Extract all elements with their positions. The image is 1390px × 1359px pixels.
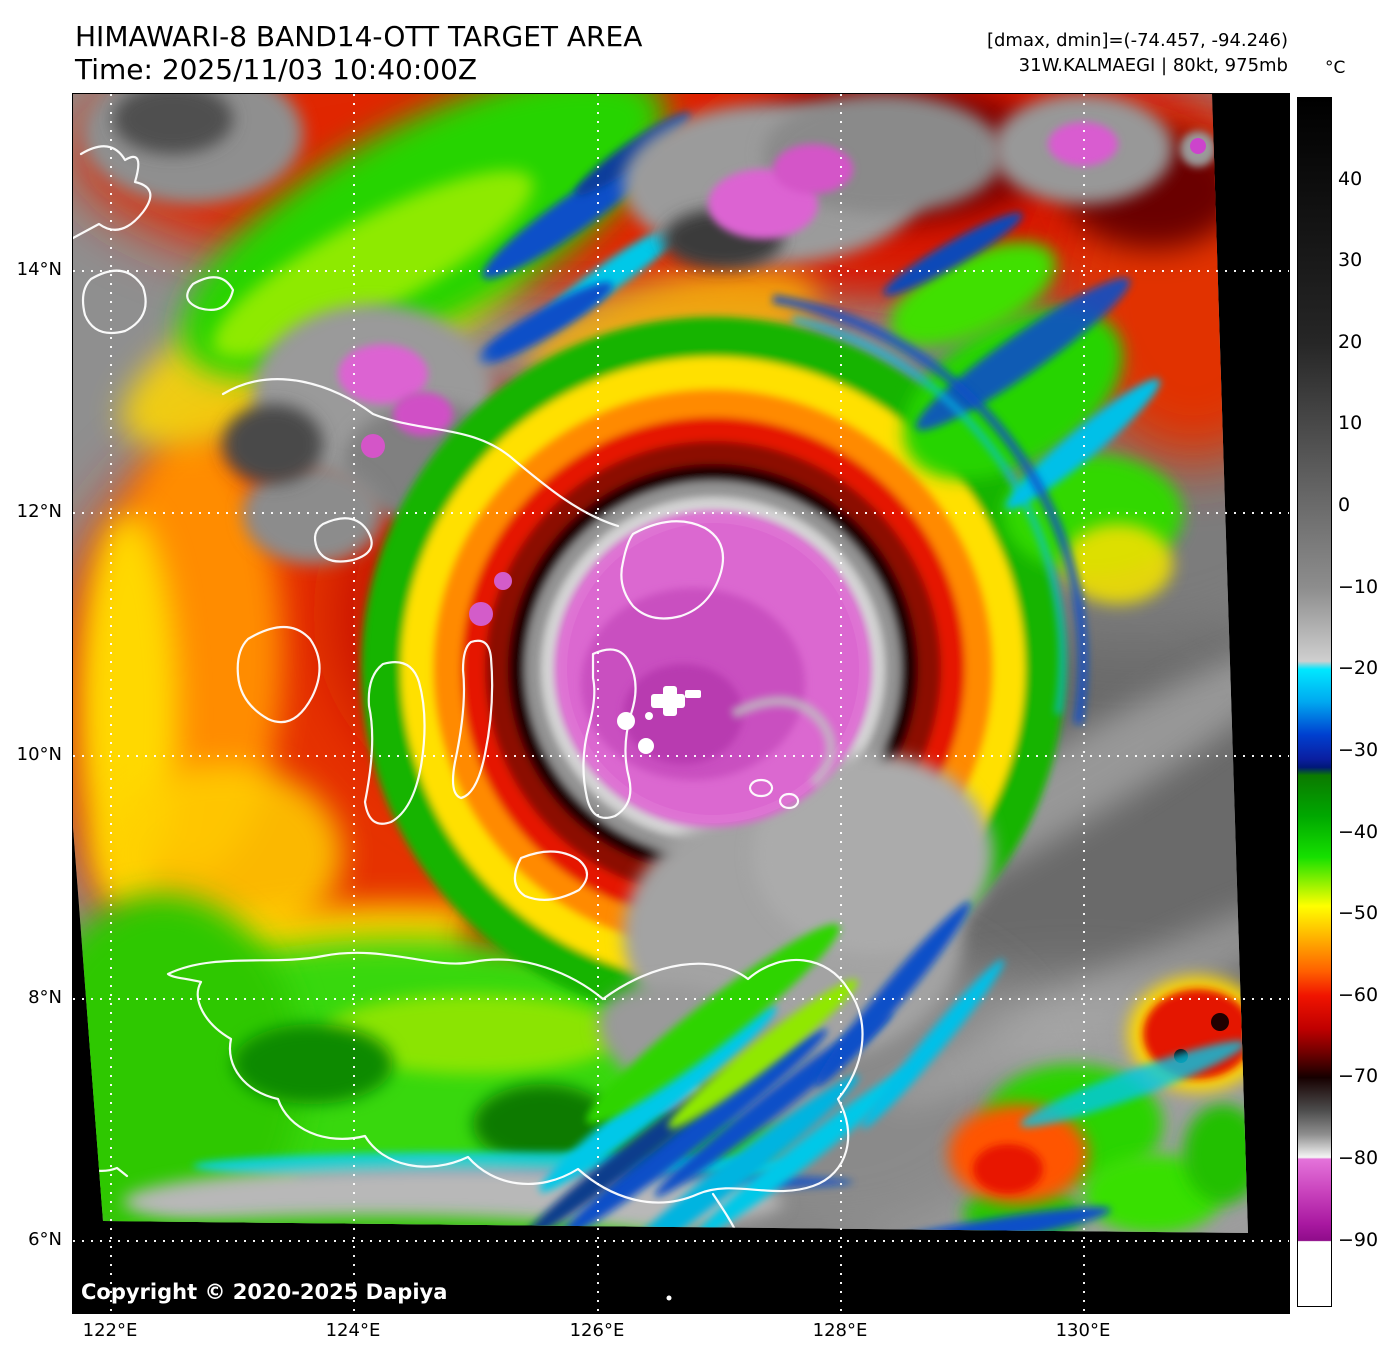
colorbar-tick-label: −30	[1338, 738, 1379, 761]
latitude-tick-label: 6°N	[28, 1228, 62, 1250]
gridline-horizontal	[73, 997, 1289, 1000]
gridline-vertical	[596, 94, 599, 1313]
colorbar-tick-label: −70	[1338, 1065, 1379, 1088]
cells-southeast	[835, 976, 1248, 1233]
satellite-image	[73, 94, 1248, 1301]
gridline-horizontal	[73, 1239, 1289, 1242]
gridline-horizontal	[73, 269, 1289, 272]
colorbar-tick-label: −90	[1338, 1228, 1379, 1251]
coastlines	[73, 145, 864, 1233]
colorbar-tick-label: −60	[1338, 983, 1379, 1006]
latitude-tick-label: 8°N	[28, 986, 62, 1008]
gridline-vertical	[352, 94, 355, 1313]
gridline-vertical	[110, 94, 112, 1313]
longitude-tick-label: 128°E	[812, 1320, 868, 1341]
stray-pixel	[666, 1295, 672, 1301]
colorbar-tick-label: −20	[1338, 657, 1379, 680]
gridline-horizontal	[73, 755, 1289, 757]
latitude-tick-label: 12°N	[16, 500, 62, 522]
gridline-vertical	[840, 94, 842, 1313]
colorbar-tick-label: −10	[1338, 575, 1379, 598]
storm-annotation: 31W.KALMAEGI | 80kt, 975mb	[1018, 55, 1288, 76]
feeder-bands	[522, 901, 1005, 1233]
colorbar-tick-label: −40	[1338, 820, 1379, 843]
colorbar-tick-label: 20	[1338, 330, 1363, 353]
latitude-tick-label: 14°N	[16, 258, 62, 280]
gridline-horizontal	[73, 511, 1289, 514]
gridline-vertical	[1082, 94, 1085, 1313]
copyright-label: Copyright © 2020-2025 Dapiya	[81, 1280, 448, 1304]
page-title: HIMAWARI-8 BAND14-OTT TARGET AREA	[75, 20, 643, 53]
colorbar-tick-label: 30	[1338, 249, 1363, 272]
colorbar-tick-label: −50	[1338, 902, 1379, 925]
green-band-northwest	[180, 94, 691, 379]
typhoon-eye-specks	[617, 686, 701, 754]
colorbar-tick-label: −80	[1338, 1147, 1379, 1170]
map-plot-area: Copyright © 2020-2025 Dapiya	[72, 93, 1290, 1314]
longitude-tick-label: 124°E	[325, 1320, 381, 1341]
outer-bands-east	[772, 212, 1183, 725]
colorbar-tick-label: 0	[1338, 494, 1351, 517]
satellite-swath	[73, 94, 1248, 1233]
longitude-tick-label: 130°E	[1055, 1320, 1111, 1341]
colorbar-tick-label: 10	[1338, 412, 1363, 435]
dmax-dmin-annotation: [dmax, dmin]=(-74.457, -94.246)	[986, 30, 1288, 51]
colorbar-tick-label: 40	[1338, 167, 1363, 190]
time-label: Time: 2025/11/03 10:40:00Z	[75, 53, 478, 86]
longitude-tick-label: 122°E	[82, 1320, 138, 1341]
longitude-tick-label: 126°E	[569, 1320, 625, 1341]
colorbar-unit-label: °C	[1325, 58, 1346, 78]
temperature-colorbar	[1297, 97, 1332, 1307]
typhoon-cdo	[469, 511, 871, 827]
latitude-tick-label: 10°N	[16, 744, 62, 765]
